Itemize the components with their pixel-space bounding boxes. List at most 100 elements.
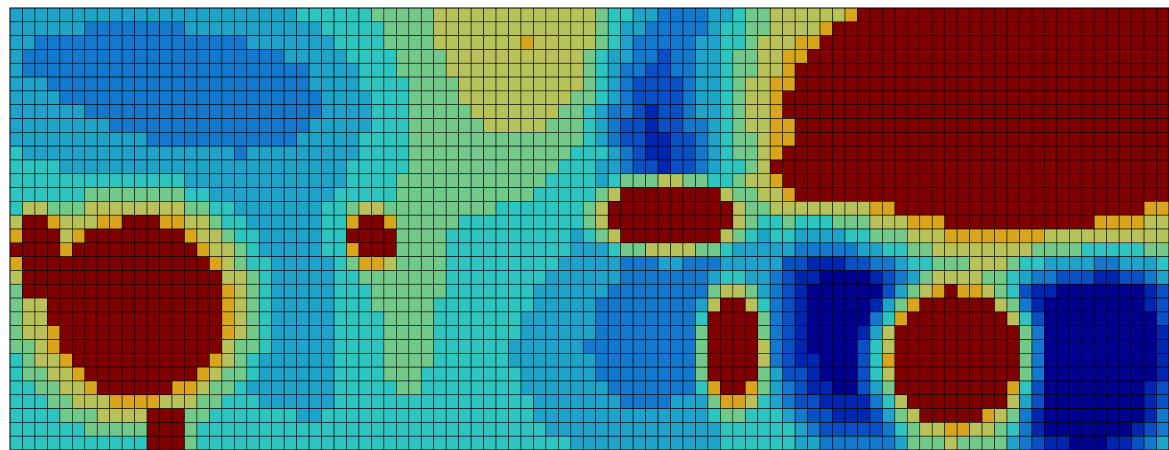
heatmap-cell: [520, 104, 534, 119]
heatmap-cell: [271, 311, 285, 326]
heatmap-cell: [159, 159, 173, 175]
heatmap-cell: [1081, 187, 1095, 202]
heatmap-cell: [857, 49, 871, 64]
heatmap-cell: [358, 297, 372, 313]
heatmap-cell: [321, 214, 335, 230]
heatmap-cell: [470, 270, 484, 285]
heatmap-cell: [582, 7, 597, 23]
heatmap-cell: [620, 353, 634, 368]
heatmap-cell: [171, 228, 185, 244]
heatmap-cell: [670, 201, 684, 216]
heatmap-cell: [234, 353, 248, 368]
heatmap-cell: [632, 145, 646, 161]
heatmap-cell: [171, 394, 185, 409]
heatmap-cell: [221, 297, 235, 313]
heatmap-cell: [134, 35, 148, 50]
heatmap-cell: [570, 118, 584, 133]
heatmap-cell: [121, 76, 135, 92]
heatmap-cell: [695, 394, 709, 409]
heatmap-cell: [582, 228, 597, 244]
heatmap-cell: [1069, 159, 1083, 175]
heatmap-cell: [358, 173, 372, 188]
heatmap-cell: [184, 35, 198, 50]
heatmap-cell: [121, 132, 135, 147]
heatmap-cell: [9, 118, 23, 133]
heatmap-cell: [1106, 242, 1120, 257]
heatmap-cell: [558, 201, 572, 216]
heatmap-cell: [1106, 422, 1120, 437]
heatmap-cell: [196, 62, 210, 78]
heatmap-cell: [283, 256, 297, 271]
heatmap-cell: [1031, 187, 1045, 202]
heatmap-cell: [707, 242, 721, 257]
heatmap-cell: [196, 228, 210, 244]
heatmap-cell: [22, 283, 36, 299]
heatmap-cell: [420, 90, 435, 105]
heatmap-cell: [969, 90, 983, 105]
heatmap-cell: [769, 90, 783, 105]
heatmap-cell: [894, 104, 908, 119]
heatmap-cell: [769, 380, 783, 396]
heatmap-cell: [744, 49, 759, 64]
heatmap-cell: [184, 297, 198, 313]
heatmap-cell: [96, 159, 110, 175]
heatmap-cell: [744, 90, 759, 105]
heatmap-cell: [1106, 90, 1120, 105]
heatmap-cell: [396, 353, 410, 368]
heatmap-cell: [1019, 353, 1033, 368]
heatmap-cell: [645, 90, 659, 105]
heatmap-cell: [882, 311, 896, 326]
heatmap-cell: [533, 49, 547, 64]
heatmap-cell: [371, 132, 385, 147]
heatmap-cell: [271, 228, 285, 244]
heatmap-cell: [832, 339, 846, 354]
heatmap-cell: [209, 394, 223, 409]
heatmap-cell: [59, 256, 73, 271]
heatmap-cell: [894, 159, 908, 175]
heatmap-cell: [707, 173, 721, 188]
heatmap-cell: [283, 283, 297, 299]
heatmap-cell: [894, 76, 908, 92]
heatmap-cell: [844, 283, 858, 299]
heatmap-cell: [732, 270, 746, 285]
heatmap-cell: [458, 7, 472, 23]
heatmap-cell: [944, 228, 958, 244]
heatmap-cell: [196, 7, 210, 23]
heatmap-cell: [408, 380, 422, 396]
heatmap-cell: [782, 408, 796, 423]
heatmap-cell: [869, 435, 883, 450]
heatmap-cell: [807, 173, 821, 188]
heatmap-cell: [707, 325, 721, 340]
heatmap-cell: [670, 380, 684, 396]
heatmap-cell: [582, 132, 597, 147]
heatmap-cell: [1081, 394, 1095, 409]
heatmap-cell: [346, 270, 360, 285]
heatmap-cell: [296, 228, 310, 244]
heatmap-cell: [1019, 173, 1033, 188]
heatmap-cell: [445, 214, 459, 230]
heatmap-cell: [84, 214, 98, 230]
heatmap-cell: [819, 90, 833, 105]
heatmap-cell: [445, 283, 459, 299]
heatmap-cell: [1056, 283, 1070, 299]
heatmap-cell: [109, 173, 123, 188]
heatmap-cell: [47, 214, 61, 230]
heatmap-cell: [1019, 380, 1033, 396]
heatmap-cell: [1069, 214, 1083, 230]
heatmap-cell: [408, 270, 422, 285]
heatmap-cell: [894, 173, 908, 188]
heatmap-cell: [121, 7, 135, 23]
heatmap-cell: [857, 104, 871, 119]
heatmap-cell: [209, 270, 223, 285]
heatmap-cell: [109, 201, 123, 216]
heatmap-cell: [146, 353, 160, 368]
heatmap-cell: [545, 297, 559, 313]
heatmap-cell: [1006, 173, 1020, 188]
heatmap-cell: [258, 104, 273, 119]
heatmap-cell: [844, 159, 858, 175]
heatmap-cell: [159, 173, 173, 188]
heatmap-cell: [720, 256, 734, 271]
heatmap-cell: [819, 214, 833, 230]
heatmap-cell: [794, 214, 808, 230]
heatmap-cell: [819, 353, 833, 368]
